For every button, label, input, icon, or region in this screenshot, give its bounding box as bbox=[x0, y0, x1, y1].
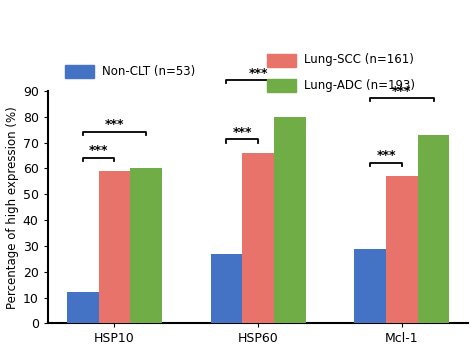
Bar bbox=[210, 254, 242, 323]
Text: ***: *** bbox=[233, 126, 252, 139]
Text: ***: *** bbox=[105, 118, 124, 131]
Text: ***: *** bbox=[89, 144, 108, 157]
Bar bbox=[274, 117, 306, 323]
Bar bbox=[64, 65, 94, 78]
Bar bbox=[266, 79, 296, 92]
Text: ***: *** bbox=[376, 149, 396, 162]
Bar bbox=[386, 176, 418, 323]
Bar bbox=[355, 249, 386, 323]
Y-axis label: Percentage of high expression (%): Percentage of high expression (%) bbox=[6, 106, 18, 309]
Bar bbox=[418, 135, 449, 323]
Text: Lung-SCC (n=161): Lung-SCC (n=161) bbox=[304, 53, 414, 66]
Text: Non-CLT (n=53): Non-CLT (n=53) bbox=[102, 65, 196, 78]
Bar bbox=[67, 292, 99, 323]
Text: Lung-ADC (n=193): Lung-ADC (n=193) bbox=[304, 79, 415, 92]
Bar bbox=[266, 54, 296, 66]
Bar bbox=[99, 171, 130, 323]
Bar bbox=[242, 153, 274, 323]
Text: ***: *** bbox=[248, 67, 268, 80]
Bar bbox=[130, 168, 162, 323]
Text: ***: *** bbox=[392, 85, 411, 98]
